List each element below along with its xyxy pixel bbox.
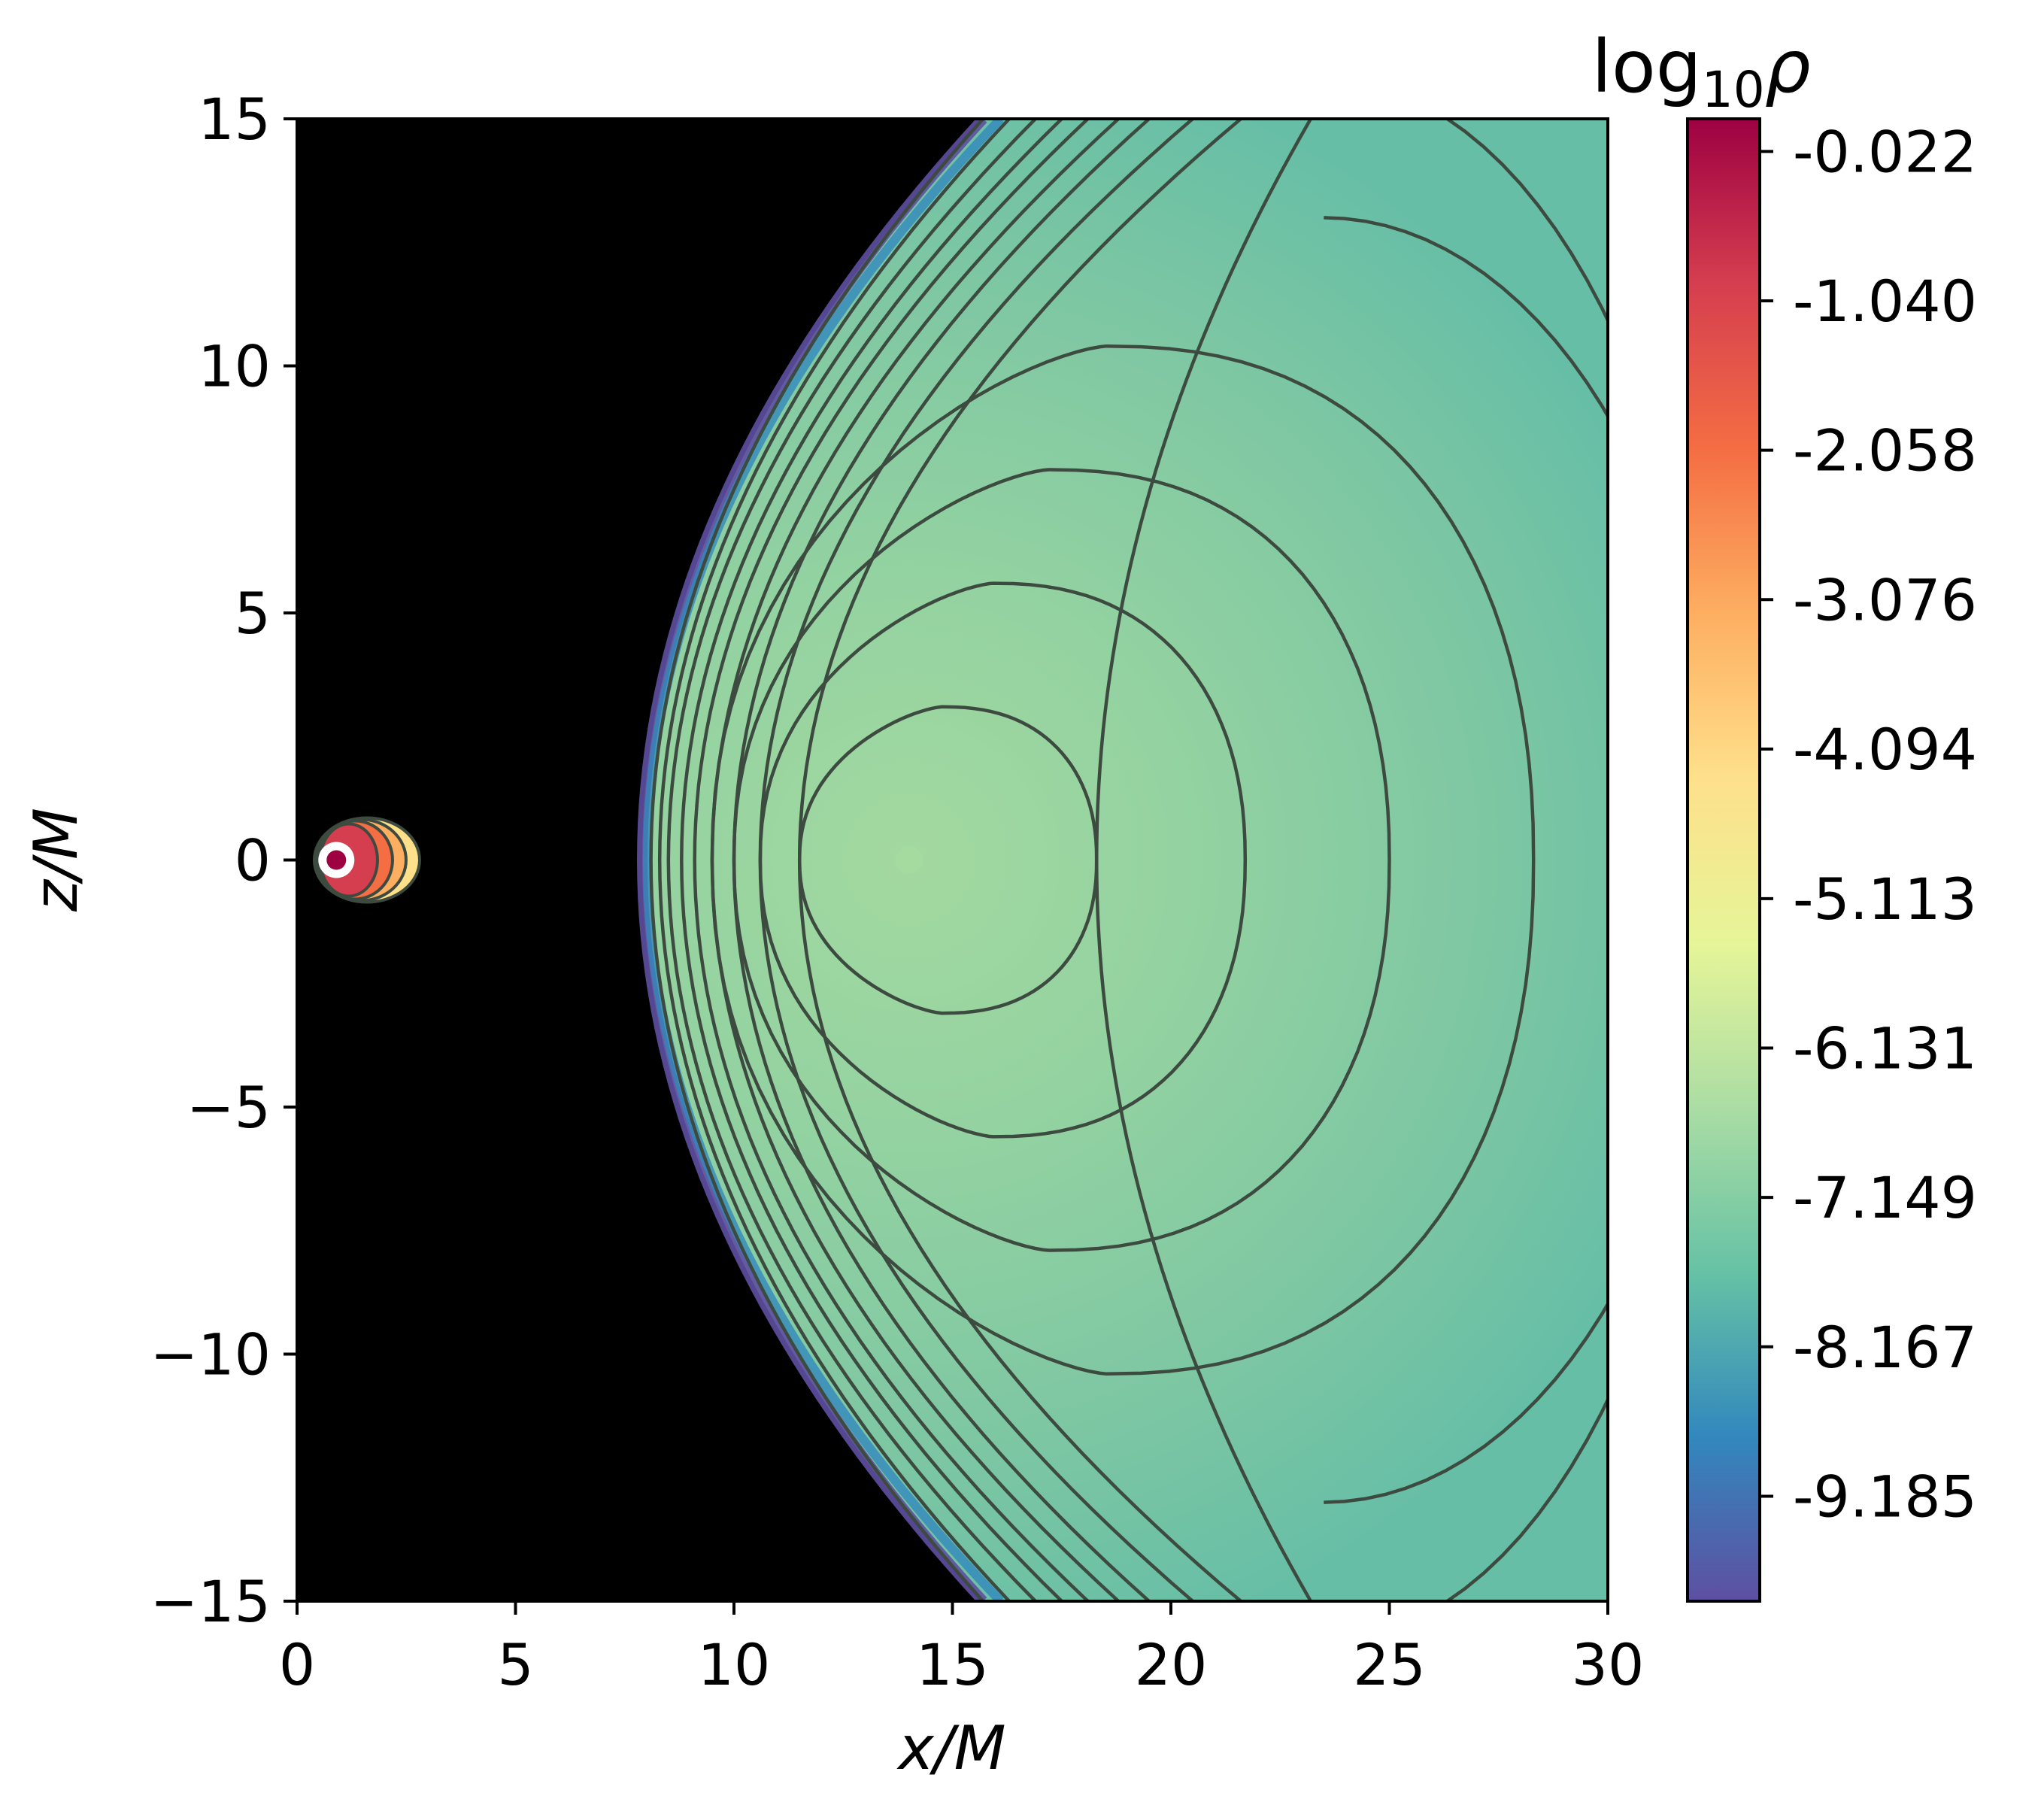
torus-edge-rim-inner — [642, 119, 1004, 1601]
y-tick-label: 5 — [235, 580, 271, 647]
colorbar-ticks: -0.022 -1.040 -2.058 -3.076 -4.094 -5.113 -6.1… — [1760, 118, 1977, 1530]
y-tick-label: 0 — [235, 827, 271, 894]
colorbar-title-base: log — [1591, 25, 1701, 109]
x-axis: 0 5 10 15 20 25 30 — [279, 1601, 1645, 1698]
contour-line — [1444, 119, 1608, 1601]
contour-line — [693, 119, 1090, 1601]
torus-density-field — [636, 119, 1608, 1601]
y-axis-label: z/M — [21, 808, 91, 912]
torus-fill — [642, 119, 1608, 1601]
contour-line — [758, 581, 1248, 1139]
colorbar-gradient — [1686, 117, 1761, 1603]
colorbar: -0.022 -1.040 -2.058 -3.076 -4.094 -5.113 -6.1… — [1591, 25, 1977, 1603]
inner-density-blob — [312, 816, 421, 904]
colorbar-tick-label: -2.058 — [1793, 417, 1977, 484]
y-tick-label: 15 — [198, 86, 271, 153]
x-tick-label: 0 — [279, 1631, 315, 1698]
x-tick-label: 5 — [497, 1631, 533, 1698]
colorbar-tick-label: -1.040 — [1793, 268, 1977, 335]
y-axis: 15 10 5 0 −5 −10 −15 — [150, 86, 297, 1635]
y-tick-label: −5 — [187, 1074, 271, 1141]
colorbar-tick-label: -5.113 — [1793, 866, 1977, 933]
contour-line — [732, 468, 1391, 1252]
x-tick-label: 10 — [698, 1631, 771, 1698]
x-axis-label: x/M — [896, 1713, 1005, 1783]
colorbar-tick-label: -7.149 — [1793, 1164, 1977, 1231]
x-tick-label: 15 — [916, 1631, 989, 1698]
colorbar-title: log10ρ — [1591, 25, 1810, 119]
colorbar-tick-label: -9.185 — [1793, 1463, 1977, 1530]
contour-line — [1324, 216, 1608, 1504]
colorbar-title-subscript: 10 — [1702, 61, 1765, 119]
colorbar-tick-label: -8.167 — [1793, 1314, 1977, 1381]
x-tick-label: 20 — [1135, 1631, 1208, 1698]
colorbar-tick-label: -0.022 — [1793, 118, 1977, 185]
colorbar-title-symbol: ρ — [1765, 25, 1811, 109]
x-tick-label: 25 — [1353, 1631, 1426, 1698]
y-tick-label: −10 — [150, 1321, 271, 1388]
y-tick-label: 10 — [198, 333, 271, 400]
x-tick-label: 30 — [1572, 1631, 1645, 1698]
plot-area — [296, 117, 1609, 1603]
colorbar-tick-label: -4.094 — [1793, 716, 1977, 783]
contour-line — [710, 344, 1536, 1376]
density-maximum-marker — [895, 846, 923, 874]
contour-line — [680, 119, 1063, 1601]
contour-line — [797, 705, 1099, 1015]
contour-line — [649, 119, 984, 1601]
contour-line — [666, 119, 1037, 1601]
colorbar-tick-label: -6.131 — [1793, 1015, 1977, 1081]
y-tick-label: −15 — [150, 1568, 271, 1635]
contour-line — [657, 119, 1011, 1601]
torus-edge-rim — [636, 119, 987, 1601]
inner-marker-core — [326, 850, 347, 870]
colorbar-tick-label: -3.076 — [1793, 566, 1977, 633]
contour-lines — [649, 119, 1608, 1601]
